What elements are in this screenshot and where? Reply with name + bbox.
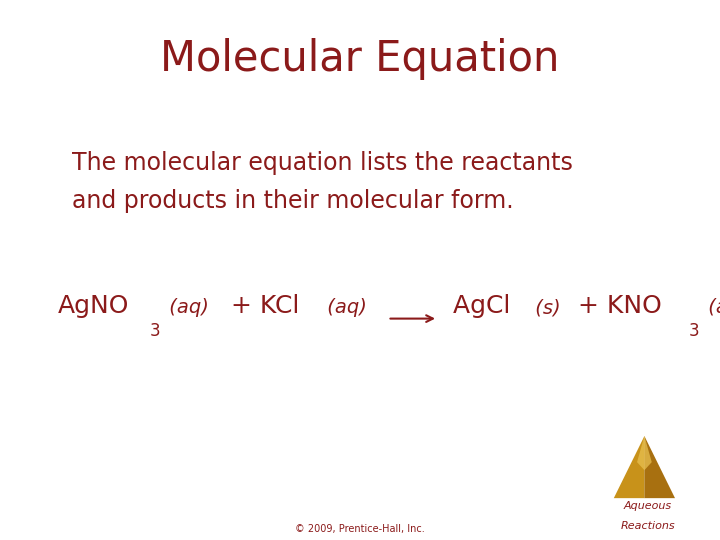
- Text: AgCl: AgCl: [445, 294, 510, 318]
- Polygon shape: [614, 436, 644, 498]
- Text: + KNO: + KNO: [570, 294, 662, 318]
- Text: 3: 3: [150, 322, 161, 340]
- Text: The molecular equation lists the reactants: The molecular equation lists the reactan…: [72, 151, 573, 175]
- Text: and products in their molecular form.: and products in their molecular form.: [72, 189, 513, 213]
- Text: + KCl: + KCl: [222, 294, 299, 318]
- Text: Aqueous: Aqueous: [624, 501, 672, 511]
- Text: © 2009, Prentice-Hall, Inc.: © 2009, Prentice-Hall, Inc.: [295, 523, 425, 534]
- Text: (s): (s): [529, 298, 561, 317]
- Text: Molecular Equation: Molecular Equation: [161, 38, 559, 80]
- Polygon shape: [637, 436, 652, 470]
- Polygon shape: [644, 436, 675, 498]
- Text: 3: 3: [689, 322, 699, 340]
- Text: (aq): (aq): [321, 298, 367, 317]
- Text: Reactions: Reactions: [621, 522, 675, 531]
- Text: AgNO: AgNO: [58, 294, 129, 318]
- Text: (aq): (aq): [703, 298, 720, 317]
- Text: (aq): (aq): [163, 298, 210, 317]
